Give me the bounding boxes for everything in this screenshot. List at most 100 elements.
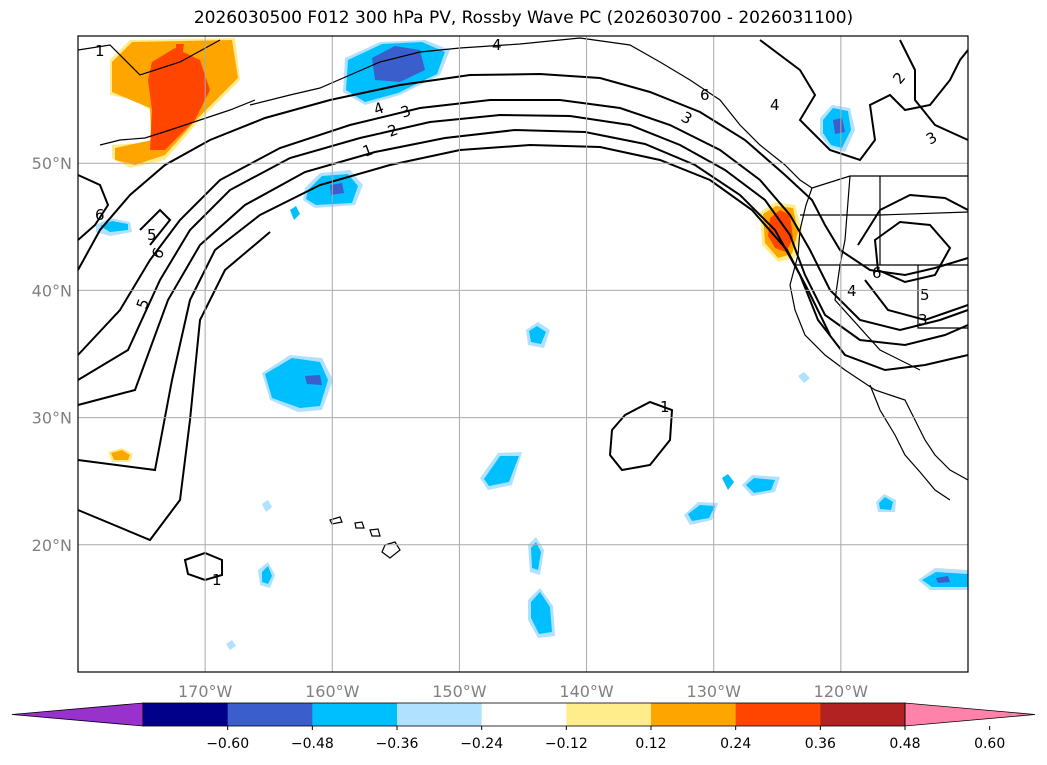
anomaly-negative-18	[798, 372, 810, 383]
anomaly-negative-4-core	[100, 221, 128, 232]
lon-label: 150°W	[432, 682, 487, 701]
pv-contour-10	[864, 279, 969, 322]
anomaly-negative-8-core	[531, 592, 552, 634]
contour-label: 4	[770, 96, 780, 114]
lon-labels: 170°W 160°W 150°W 140°W 130°W 120°W	[178, 682, 868, 701]
coastline-alaska	[77, 37, 813, 189]
state-border-4	[879, 176, 968, 329]
pv-contour-2	[77, 99, 969, 356]
colorbar-outline	[142, 702, 906, 727]
state-border-3	[834, 175, 921, 371]
anomaly-negative-13-core	[262, 566, 272, 584]
colorbar-segment	[143, 703, 229, 726]
anomaly-negative-7-core	[531, 542, 541, 570]
gridlines	[78, 36, 968, 672]
anomaly-positive-oregon-max	[768, 210, 793, 252]
contour-label: 4	[492, 36, 502, 54]
colorbar-segment	[566, 703, 652, 726]
contour-label: 3	[918, 311, 928, 329]
colorbar-extend-high	[904, 702, 1036, 727]
colorbar-extend-low	[11, 702, 144, 727]
contour-label: 1	[95, 42, 105, 60]
hawaii-4	[381, 541, 401, 559]
lon-label: 170°W	[178, 682, 233, 701]
lat-label: 40°N	[32, 281, 72, 300]
anomaly-shading	[96, 38, 968, 650]
pv-contour-3	[77, 113, 969, 381]
contour-label: 4	[847, 282, 857, 300]
colorbar-segment	[820, 703, 906, 726]
colorbar-segment	[397, 703, 483, 726]
contour-label: 5	[147, 226, 157, 244]
state-border-1	[800, 211, 969, 216]
pv-contour-labels: 1 2 3 4 5 6 1 1 2 3 4 4 3 1 6 6 3 4 5 5 …	[95, 36, 940, 589]
anomaly-negative-16	[262, 500, 272, 512]
pv-contour-4	[77, 128, 969, 406]
contour-label: 3	[398, 102, 413, 122]
colorbar-tick-label: −0.60	[206, 736, 249, 752]
anomaly-negative-9-core	[688, 505, 715, 521]
anomaly-positive-nw-peak	[176, 44, 184, 58]
pv-contour-13	[77, 174, 110, 241]
colorbar-tick-label: −0.48	[291, 736, 334, 752]
contour-label: 6	[700, 86, 710, 104]
pv-contour-1	[77, 72, 969, 277]
lon-label: 160°W	[305, 682, 360, 701]
colorbar-segment	[312, 703, 398, 726]
hawaii-3	[369, 528, 381, 537]
anomaly-negative-15	[722, 474, 734, 490]
anomaly-negative-10-core	[746, 478, 775, 493]
plot-title: 2026030500 F012 300 hPa PV, Rossby Wave …	[193, 8, 854, 28]
colorbar-tick-label: 0.12	[635, 736, 666, 752]
colorbar-segment	[481, 703, 567, 726]
anomaly-negative-5-core	[484, 456, 519, 486]
coastline-aleutians	[99, 99, 256, 146]
lon-label: 130°W	[687, 682, 742, 701]
colorbar-tick-label: 0.60	[974, 736, 1005, 752]
lat-label: 30°N	[32, 409, 72, 428]
lon-label: 120°W	[814, 682, 869, 701]
coastline-baja	[869, 384, 951, 501]
contour-label: 3	[678, 108, 695, 128]
pv-contour-9	[857, 193, 969, 246]
contour-label: 4	[371, 99, 386, 119]
contour-label: 2	[889, 69, 909, 88]
anomaly-negative-17	[226, 640, 236, 650]
colorbar-segment	[651, 703, 737, 726]
pv-contour-14	[759, 39, 969, 162]
anomaly-negative-3-max	[833, 118, 845, 134]
colorbar-tick-label: −0.24	[460, 736, 503, 752]
contour-label: 3	[923, 128, 940, 148]
anomaly-negative-goa-max	[372, 46, 425, 82]
contour-label: 5	[920, 286, 930, 304]
colorbar-tick-label: 0.24	[720, 736, 751, 752]
map-frame	[77, 35, 969, 673]
hawaii-2	[354, 521, 365, 529]
anomaly-negative-12-max	[936, 576, 950, 583]
lat-label: 20°N	[32, 536, 72, 555]
coastline-canada	[811, 175, 968, 189]
contour-label: 6	[95, 206, 105, 224]
contour-label: 1	[360, 141, 375, 161]
lat-label: 50°N	[32, 154, 72, 173]
contour-label: 5	[133, 296, 153, 311]
anomaly-negative-14	[290, 206, 300, 220]
colorbar-tick-label: −0.12	[545, 736, 588, 752]
anomaly-negative-6-core	[529, 326, 546, 344]
pv-contour-11	[873, 220, 952, 284]
lat-labels: 50°N 40°N 30°N 20°N	[32, 154, 72, 555]
pv-contour-5	[77, 143, 831, 472]
lon-label: 140°W	[559, 682, 614, 701]
anomaly-negative-1-max	[330, 183, 344, 195]
colorbar-tick-label: 0.36	[805, 736, 836, 752]
pv-contour-15	[899, 39, 969, 141]
coastlines	[77, 37, 969, 559]
colorbar-tick-label: 0.48	[889, 736, 920, 752]
anomaly-positive-nw-max	[148, 48, 210, 150]
colorbar: −0.60 −0.48 −0.36 −0.24 −0.12 0.12 0.24 0.36 0.4…	[11, 702, 1036, 752]
contour-label: 6	[872, 264, 882, 282]
anomaly-negative-11-core	[879, 497, 893, 510]
pv-contour-6	[77, 231, 271, 542]
hawaii-1	[329, 516, 343, 525]
